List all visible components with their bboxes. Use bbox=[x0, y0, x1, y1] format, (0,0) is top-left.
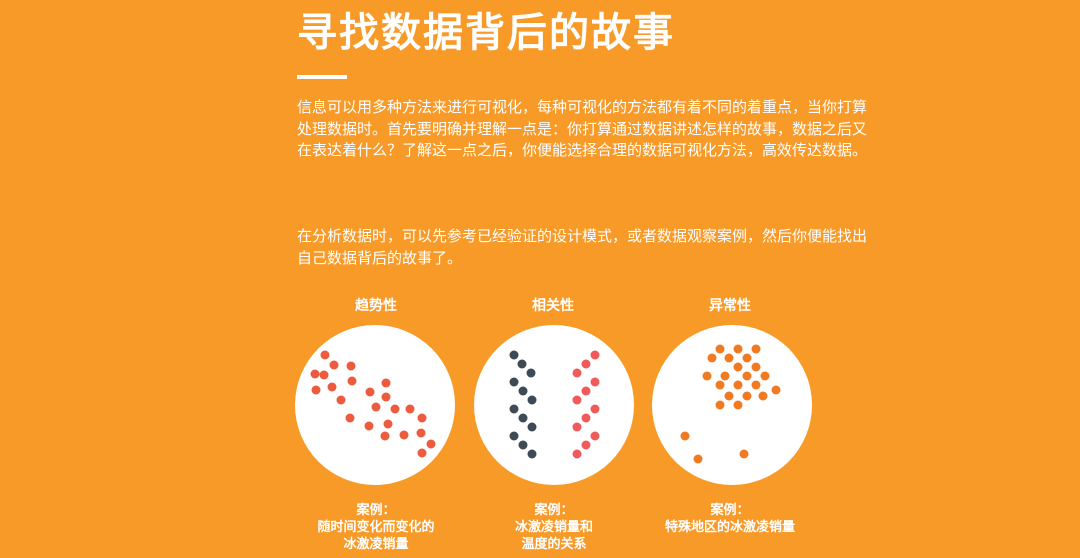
correlation-dark-dot bbox=[527, 449, 537, 459]
caption-outlier: 案例： 特殊地区的冰激凌销量 bbox=[620, 502, 840, 536]
correlation-red-dot bbox=[572, 449, 582, 459]
outlier-cluster-dot bbox=[742, 371, 752, 381]
caption-label: 案例： bbox=[534, 503, 574, 518]
trend-dot bbox=[417, 413, 427, 423]
trend-dot bbox=[336, 395, 346, 405]
trend-dot bbox=[383, 419, 393, 429]
trend-dot bbox=[380, 431, 390, 441]
trend-dot bbox=[426, 439, 436, 449]
caption-line: 冰激凌销量和 bbox=[514, 520, 593, 535]
outlier-circle bbox=[652, 325, 812, 485]
correlation-dark-dot bbox=[527, 395, 537, 405]
trend-dot bbox=[311, 385, 321, 395]
caption-label: 案例： bbox=[356, 503, 396, 518]
correlation-dark-dot bbox=[518, 440, 528, 450]
outlier-cluster-dot bbox=[742, 391, 752, 401]
trend-dot bbox=[345, 413, 355, 423]
trend-dot bbox=[346, 361, 356, 371]
correlation-dark-dot bbox=[509, 431, 519, 441]
outlier-cluster-dot bbox=[724, 353, 734, 363]
outlier-dot bbox=[693, 454, 703, 464]
trend-circle bbox=[295, 325, 455, 485]
outlier-cluster-dot bbox=[702, 371, 712, 381]
trend-dot bbox=[347, 376, 357, 386]
outlier-cluster-dot bbox=[715, 400, 725, 410]
caption-trend: 案例： 随时间变化而变化的 冰激凌销量 bbox=[266, 502, 486, 553]
outlier-cluster-dot bbox=[751, 344, 761, 354]
caption-line: 温度的关系 bbox=[521, 537, 587, 552]
correlation-dark-dot bbox=[526, 368, 536, 378]
trend-dot bbox=[371, 402, 381, 412]
correlation-dark-dot bbox=[518, 386, 528, 396]
correlation-dots bbox=[509, 350, 600, 459]
trend-dot bbox=[365, 387, 375, 397]
page-title: 寻找数据背后的故事 bbox=[297, 10, 675, 56]
title-underline bbox=[297, 75, 347, 79]
outlier-cluster-dot bbox=[733, 344, 743, 354]
correlation-dark-dot bbox=[509, 350, 519, 360]
outlier-dots bbox=[680, 344, 781, 464]
correlation-dark-dot bbox=[509, 404, 519, 414]
outlier-cluster-dot bbox=[751, 362, 761, 372]
trend-dot bbox=[416, 428, 426, 438]
correlation-red-dot bbox=[581, 413, 591, 423]
outlier-cluster-dot bbox=[715, 380, 725, 390]
trend-dot bbox=[381, 392, 391, 402]
trend-dot bbox=[310, 369, 320, 379]
pattern-title-correlation: 相关性 bbox=[532, 298, 574, 314]
trend-dot bbox=[329, 360, 339, 370]
caption-line: 特殊地区的冰激凌销量 bbox=[664, 520, 795, 535]
intro-paragraph-1: 信息可以用多种方法来进行可视化，每种可视化的方法都有着不同的着重点，当你打算处理… bbox=[297, 98, 868, 159]
outlier-cluster-dot bbox=[760, 371, 770, 381]
correlation-red-dot bbox=[581, 386, 591, 396]
pattern-title-trend: 趋势性 bbox=[355, 298, 397, 314]
correlation-red-dot bbox=[590, 404, 600, 414]
correlation-red-dot bbox=[581, 359, 591, 369]
trend-dot bbox=[364, 421, 374, 431]
outlier-cluster-dot bbox=[707, 353, 717, 363]
correlation-red-dot bbox=[590, 350, 600, 360]
caption-line: 随时间变化而变化的 bbox=[317, 520, 435, 535]
trend-dot bbox=[319, 370, 329, 380]
correlation-dark-dot bbox=[518, 413, 528, 423]
outlier-cluster-dot bbox=[733, 380, 743, 390]
correlation-red-dot bbox=[590, 431, 600, 441]
correlation-red-dot bbox=[590, 377, 600, 387]
trend-dot bbox=[381, 378, 391, 388]
trend-dot bbox=[390, 404, 400, 414]
outlier-cluster-dot bbox=[771, 385, 781, 395]
outlier-cluster-dot bbox=[758, 391, 768, 401]
outlier-cluster-dot bbox=[715, 344, 725, 354]
outlier-cluster-dot bbox=[742, 353, 752, 363]
pattern-title-outlier: 异常性 bbox=[709, 298, 751, 314]
caption-correlation: 案例： 冰激凌销量和 温度的关系 bbox=[444, 502, 664, 553]
outlier-cluster-dot bbox=[724, 391, 734, 401]
correlation-red-dot bbox=[581, 440, 591, 450]
correlation-red-dot bbox=[572, 368, 582, 378]
outlier-cluster-dot bbox=[733, 362, 743, 372]
correlation-red-dot bbox=[572, 422, 582, 432]
correlation-red-dot bbox=[572, 395, 582, 405]
trend-dots bbox=[310, 350, 436, 458]
intro-paragraph-2: 在分析数据时，可以先参考已经验证的设计模式，或者数据观察案例，然后你便能找出自己… bbox=[297, 227, 868, 267]
trend-dot bbox=[399, 430, 409, 440]
correlation-dark-dot bbox=[509, 377, 519, 387]
correlation-dark-dot bbox=[527, 422, 537, 432]
trend-dot bbox=[327, 382, 337, 392]
trend-dot bbox=[320, 350, 330, 360]
caption-line: 冰激凌销量 bbox=[343, 537, 409, 552]
caption-label: 案例： bbox=[710, 503, 750, 518]
outlier-cluster-dot bbox=[751, 380, 761, 390]
outlier-dot bbox=[680, 431, 690, 441]
outlier-dot bbox=[739, 449, 749, 459]
correlation-circle bbox=[474, 325, 634, 485]
correlation-dark-dot bbox=[517, 359, 527, 369]
trend-dot bbox=[405, 404, 415, 414]
outlier-cluster-dot bbox=[720, 371, 730, 381]
outlier-cluster-dot bbox=[733, 400, 743, 410]
trend-dot bbox=[417, 448, 427, 458]
